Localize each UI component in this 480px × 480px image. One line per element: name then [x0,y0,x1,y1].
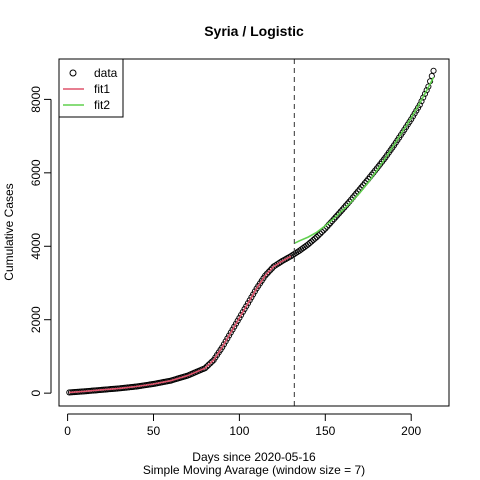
fit2-line [294,77,435,245]
legend-label-data: data [94,66,118,80]
legend: data fit1 fit2 [58,58,124,118]
data-points [66,67,437,396]
data-point [337,208,344,215]
y-tick-label: 2000 [29,306,43,333]
y-axis-title: Cumulative Cases [2,183,16,280]
data-point [205,361,212,368]
x-tick-label: 100 [229,424,249,438]
data-point [339,206,346,213]
data-point [239,308,246,316]
x-tick-label: 50 [147,424,161,438]
data-point [318,228,325,236]
data-point [220,341,227,348]
data-point [315,232,322,239]
x-axis: 0 50 100 150 200 [64,413,422,438]
data-point [430,67,437,74]
data-point [310,236,317,244]
data-point [229,326,236,333]
data-point [329,217,336,225]
data-point [201,365,209,372]
x-tick-label: 150 [315,424,335,438]
data-point [308,238,315,245]
fit-lines [69,77,435,394]
data-point [423,87,430,94]
data-point [251,288,258,295]
data-point [267,267,274,274]
legend-marker-data [69,69,77,77]
x-axis-title: Days since 2020-05-16 [192,450,316,464]
data-point [311,235,319,242]
x-tick-label: 200 [401,424,421,438]
data-point [224,335,231,342]
data-point [332,214,339,221]
data-point [335,210,343,217]
data-point [243,303,250,310]
legend-label-fit1: fit1 [94,82,110,96]
data-point [248,294,255,301]
data-point [236,314,243,321]
data-point [232,320,240,327]
y-tick-label: 4000 [29,233,43,260]
x-tick-label: 0 [64,424,71,438]
data-point [341,204,348,211]
data-point [317,230,324,237]
legend-box [58,58,124,118]
data-point [207,360,214,367]
plot-frame [58,58,450,407]
data-point [425,83,432,90]
data-point [226,332,233,339]
data-point [306,239,313,247]
data-point [238,311,245,318]
x-axis-subtitle: Simple Moving Avarage (window size = 7) [143,463,365,477]
data-point [313,234,320,241]
data-point [263,270,270,277]
data-point [208,358,215,365]
y-tick-label: 0 [29,389,43,396]
chart-title: Syria / Logistic [204,23,304,39]
data-point [244,300,252,307]
data-point [222,338,229,345]
data-point [421,90,428,97]
data-point [268,265,276,272]
data-point [231,323,238,330]
data-point [250,291,257,298]
y-tick-label: 6000 [29,159,43,186]
data-point [334,212,341,219]
data-point [219,344,226,351]
data-point [203,363,210,370]
data-point [234,317,241,324]
data-point [246,297,253,304]
y-axis: 0 2000 4000 6000 8000 [29,86,52,396]
data-point [227,329,234,336]
y-tick-label: 8000 [29,86,43,113]
data-point [428,72,435,80]
fit1-line [69,255,292,394]
data-point [420,94,427,101]
data-point [330,216,337,223]
data-point [265,268,272,276]
legend-label-fit2: fit2 [94,98,110,112]
data-point [262,272,269,279]
data-point [305,241,312,248]
data-point [241,306,248,313]
